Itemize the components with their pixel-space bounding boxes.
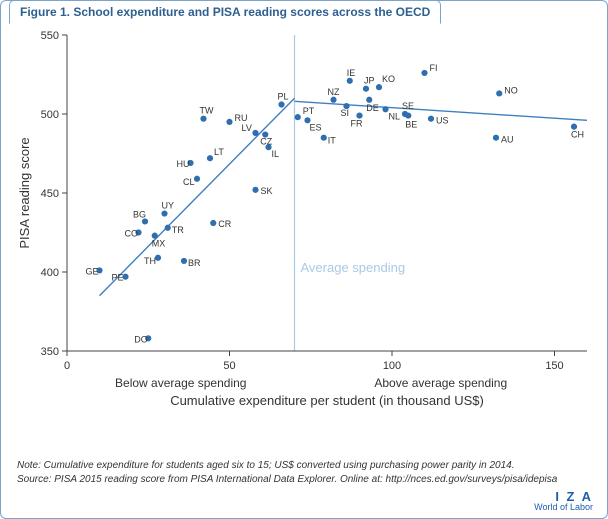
label-mx: MX: [152, 239, 166, 249]
label-si: SI: [341, 108, 350, 118]
svg-text:500: 500: [41, 109, 59, 121]
scatter-chart: Average spending 350 400 450 500 550 0 50 100 150…: [11, 29, 597, 421]
point-ru: [226, 119, 232, 125]
svg-text:Below average spending: Below average spending: [115, 376, 246, 390]
point-uy: [161, 210, 167, 216]
label-do: DO: [134, 334, 148, 344]
point-sk: [252, 187, 258, 193]
label-lt: LT: [214, 147, 224, 157]
point-pt: [295, 114, 301, 120]
point-cr: [210, 220, 216, 226]
label-th: TH: [144, 256, 156, 266]
label-ie: IE: [347, 68, 356, 78]
svg-text:0: 0: [64, 360, 70, 372]
point-tw: [200, 116, 206, 122]
label-no: NO: [504, 85, 518, 95]
label-au: AU: [501, 135, 514, 145]
label-it: IT: [328, 136, 337, 146]
svg-text:550: 550: [41, 30, 59, 42]
figure-container: Figure 1. School expenditure and PISA re…: [0, 0, 608, 519]
label-de: DE: [366, 103, 379, 113]
svg-text:150: 150: [545, 360, 563, 372]
svg-text:400: 400: [41, 267, 59, 279]
point-fi: [421, 70, 427, 76]
note-text: : Cumulative expenditure for students ag…: [38, 460, 514, 471]
label-fi: FI: [430, 63, 438, 73]
svg-text:50: 50: [223, 360, 235, 372]
iza-logo: I Z A World of Labor: [534, 490, 593, 512]
label-es: ES: [310, 122, 322, 132]
label-se: SE: [402, 101, 414, 111]
svg-text:100: 100: [383, 360, 401, 372]
label-lv: LV: [242, 123, 252, 133]
point-au: [493, 135, 499, 141]
point-br: [181, 258, 187, 264]
point-be: [405, 112, 411, 118]
point-jp: [363, 86, 369, 92]
label-co: CO: [125, 229, 139, 239]
label-bg: BG: [133, 209, 146, 219]
svg-text:PISA reading score: PISA reading score: [17, 137, 32, 248]
note-label: Note: [17, 460, 38, 471]
label-nl: NL: [389, 111, 401, 121]
label-pe: PE: [112, 273, 124, 283]
label-sk: SK: [261, 186, 273, 196]
label-ch: CH: [571, 130, 584, 140]
label-be: BE: [405, 120, 417, 130]
label-pt: PT: [303, 106, 315, 116]
point-ie: [347, 78, 353, 84]
label-ru: RU: [235, 113, 248, 123]
point-ko: [376, 84, 382, 90]
label-tw: TW: [200, 106, 214, 116]
label-ko: KO: [382, 74, 395, 84]
source-label: Source: [17, 474, 49, 485]
label-us: US: [436, 116, 449, 126]
point-pl: [278, 101, 284, 107]
chart-area: Average spending 350 400 450 500 550 0 50 100 150…: [11, 29, 597, 420]
svg-text:450: 450: [41, 188, 59, 200]
label-uy: UY: [162, 201, 175, 211]
label-cr: CR: [218, 219, 231, 229]
point-nz: [330, 97, 336, 103]
svg-text:Above average spending: Above average spending: [374, 376, 507, 390]
svg-text:Cumulative expenditure per stu: Cumulative expenditure per student (in t…: [170, 393, 484, 408]
svg-text:350: 350: [41, 346, 59, 358]
label-pl: PL: [278, 92, 289, 102]
label-ge: GE: [86, 266, 99, 276]
label-il: IL: [272, 149, 280, 159]
point-no: [496, 90, 502, 96]
logo-bottom: World of Labor: [534, 503, 593, 512]
point-it: [321, 135, 327, 141]
label-nz: NZ: [328, 87, 340, 97]
point-cl: [194, 176, 200, 182]
figure-notes: Note: Cumulative expenditure for student…: [17, 459, 591, 486]
label-cl: CL: [183, 177, 195, 187]
point-lv: [252, 130, 258, 136]
source-text: : PISA 2015 reading score from PISA Inte…: [49, 474, 558, 485]
label-tr: TR: [172, 225, 184, 235]
point-lt: [207, 155, 213, 161]
label-hu: HU: [177, 159, 190, 169]
label-jp: JP: [364, 76, 375, 86]
svg-text:Average spending: Average spending: [301, 260, 406, 275]
label-br: BR: [188, 258, 201, 268]
figure-title: Figure 1. School expenditure and PISA re…: [9, 0, 441, 24]
point-tr: [165, 225, 171, 231]
point-us: [428, 116, 434, 122]
label-fr: FR: [351, 119, 363, 129]
